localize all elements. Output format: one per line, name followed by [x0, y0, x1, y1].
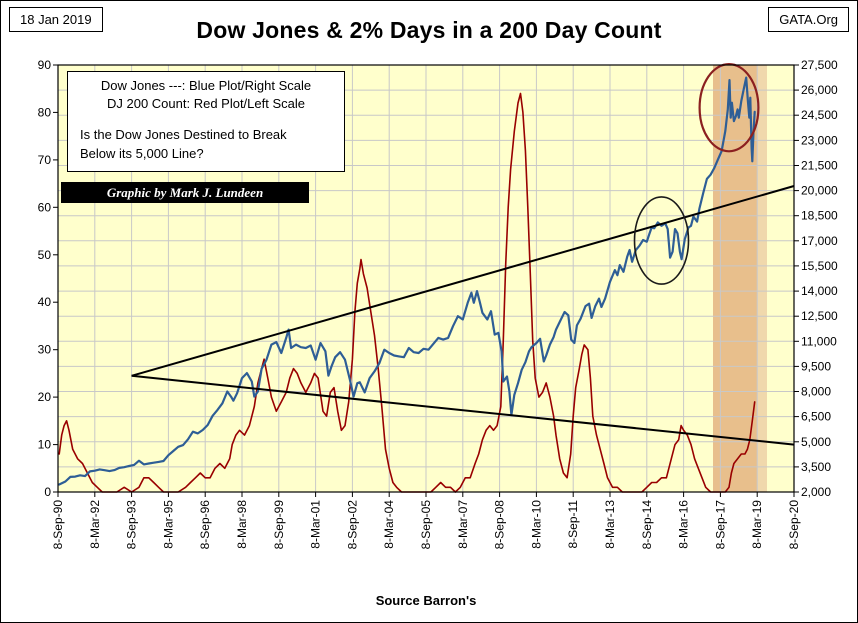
x-axis-label: 8-Mar-98	[235, 500, 249, 549]
dj-200-count-line	[58, 92, 756, 493]
trendline-lower-megaphone-line	[131, 374, 795, 446]
right-axis-label: 8,000	[801, 385, 831, 399]
x-axis-label: 8-Mar-01	[309, 500, 323, 549]
x-axis-label: 8-Sep-96	[198, 500, 212, 550]
left-axis-label: 70	[38, 153, 52, 167]
right-axis-label: 9,500	[801, 359, 831, 373]
x-axis-label: 8-Mar-04	[382, 500, 396, 549]
source-label: Source Barron's	[375, 593, 477, 608]
highlight-ellipse-2015-correction	[633, 196, 690, 285]
dow-jones-line	[58, 76, 756, 486]
right-axis-label: 3,500	[801, 460, 831, 474]
right-axis-label: 14,000	[801, 284, 838, 298]
x-axis-label: 8-Sep-93	[125, 500, 139, 550]
x-axis-label: 8-Sep-11	[566, 500, 580, 549]
x-axis-label: 8-Sep-05	[419, 500, 433, 550]
left-axis-label: 90	[38, 58, 52, 72]
trendline-upper-megaphone-line	[131, 185, 795, 377]
left-axis-label: 80	[38, 105, 52, 119]
x-axis-label: 8-Mar-19	[750, 500, 764, 549]
left-axis-label: 30	[38, 343, 52, 357]
x-axis-label: 8-Sep-17	[713, 500, 727, 550]
left-axis-label: 60	[38, 200, 52, 214]
x-axis-label: 8-Mar-07	[456, 500, 470, 549]
right-axis-label: 26,000	[801, 83, 838, 97]
right-axis-label: 27,500	[801, 58, 838, 72]
left-axis-label: 10	[38, 438, 52, 452]
x-axis-label: 8-Sep-14	[640, 500, 654, 550]
right-axis-label: 12,500	[801, 309, 838, 323]
right-axis-label: 11,000	[801, 334, 837, 348]
legend-box: Dow Jones ---: Blue Plot/Right Scale DJ …	[67, 71, 345, 172]
date-label: 18 Jan 2019	[9, 7, 103, 32]
x-axis-label: 8-Sep-02	[345, 500, 359, 550]
x-axis-label: 8-Sep-99	[272, 500, 286, 550]
axis-ticks	[53, 64, 799, 497]
left-axis-label: 20	[38, 390, 52, 404]
left-axis-label: 40	[38, 295, 52, 309]
right-axis-label: 21,500	[801, 159, 838, 173]
x-axis-label: 8-Mar-95	[161, 500, 175, 549]
x-axis-label: 8-Mar-16	[677, 500, 691, 549]
x-axis-label: 8-Mar-92	[88, 500, 102, 549]
left-axis-label: 50	[38, 248, 52, 262]
right-axis-label: 24,500	[801, 108, 838, 122]
gata-org-label: GATA.Org	[768, 7, 849, 32]
right-axis-label: 6,500	[801, 410, 831, 424]
x-axis-label: 8-Sep-20	[787, 500, 801, 550]
legend-dow-jones-entry: Dow Jones ---: Blue Plot/Right Scale	[100, 78, 312, 93]
x-axis-label: 8-Mar-13	[603, 500, 617, 549]
highlight-band	[757, 65, 767, 492]
x-axis-label: 8-Sep-90	[51, 500, 65, 550]
right-axis-label: 15,500	[801, 259, 838, 273]
x-axis-label: 8-Sep-08	[493, 500, 507, 550]
x-axis-label: 8-Mar-10	[529, 500, 543, 549]
legend-dj-200-count-entry: DJ 200 Count: Red Plot/Left Scale	[106, 96, 305, 112]
plot-border	[57, 64, 795, 493]
axis-labels: 8-Sep-90 8-Mar-92 8-Sep-93 8-Mar-95 8-Sep-96…	[38, 58, 838, 549]
annotation-question-line1: Is the Dow Jones Destined to Break	[80, 127, 287, 143]
right-axis-label: 2,000	[801, 485, 831, 499]
highlight-ellipse-2018-top	[698, 62, 760, 153]
right-axis-label: 17,000	[801, 234, 838, 248]
left-axis-label: 0	[44, 485, 51, 499]
annotation-question-line2: Below its 5,000 Line?	[80, 145, 204, 161]
right-axis-label: 20,000	[801, 184, 838, 198]
credit-banner: Graphic by Mark J. Lundeen	[61, 182, 309, 203]
right-axis-label: 5,000	[801, 435, 831, 449]
right-axis-label: 23,000	[801, 133, 838, 147]
page-title: Dow Jones & 2% Days in a 200 Day Count	[196, 17, 662, 43]
right-axis-label: 18,500	[801, 209, 838, 223]
